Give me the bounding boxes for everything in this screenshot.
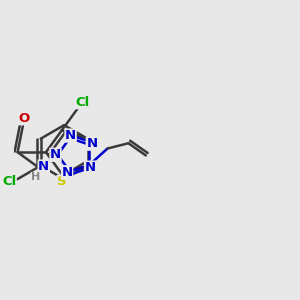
Text: N: N <box>38 160 49 173</box>
Text: O: O <box>18 112 29 125</box>
Text: N: N <box>85 161 96 174</box>
Text: N: N <box>50 148 61 161</box>
Text: N: N <box>65 129 76 142</box>
Text: S: S <box>57 176 67 188</box>
Text: Cl: Cl <box>75 96 89 109</box>
Text: N: N <box>61 166 73 179</box>
Text: N: N <box>86 137 98 150</box>
Text: H: H <box>31 172 40 182</box>
Text: Cl: Cl <box>2 175 16 188</box>
